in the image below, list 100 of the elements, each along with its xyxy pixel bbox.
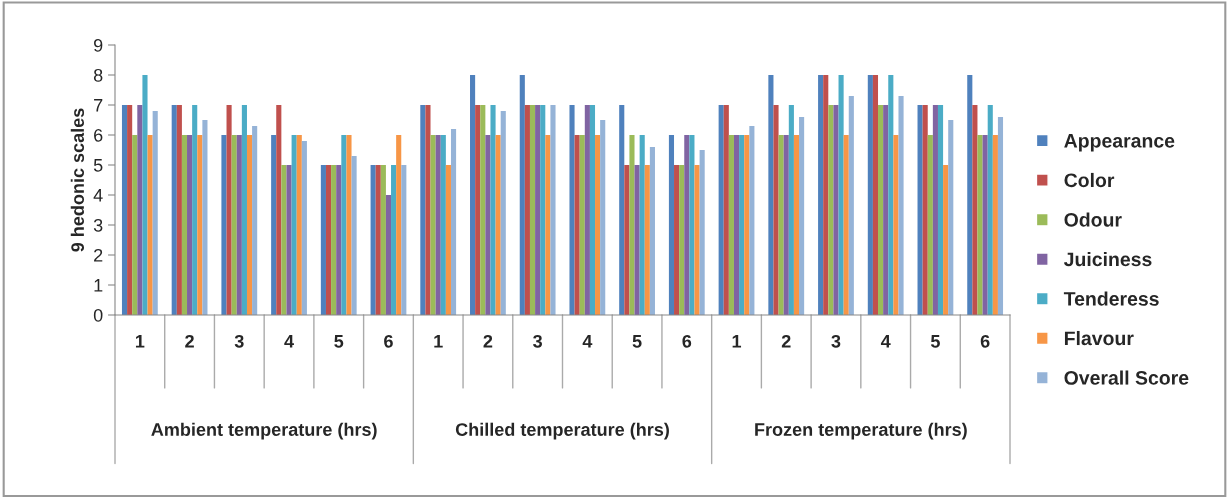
y-tick-label: 1 [94, 279, 103, 292]
bar [723, 105, 729, 315]
bar [475, 105, 481, 315]
bar [818, 75, 824, 315]
bar [202, 120, 208, 315]
bar [286, 165, 292, 315]
bar [325, 165, 332, 315]
bar [739, 135, 745, 315]
bar [883, 105, 889, 315]
bar [634, 165, 640, 315]
bar [728, 135, 734, 315]
bar [649, 147, 655, 315]
bar [291, 135, 297, 315]
bar [872, 75, 879, 315]
x-tick-label: 2 [781, 334, 791, 348]
x-tick-label: 4 [582, 335, 593, 348]
legend-label: Odour [1064, 212, 1122, 227]
bar [917, 105, 923, 315]
x-tick-label: 3 [533, 334, 543, 348]
bar [137, 105, 143, 315]
bar [341, 135, 347, 315]
bar [545, 135, 551, 315]
bar [848, 96, 854, 315]
bar [241, 105, 247, 315]
x-tick-label: 4 [880, 335, 891, 348]
bar [987, 105, 993, 315]
bar [574, 135, 580, 315]
legend-label: Overall Score [1064, 370, 1189, 385]
bar [132, 135, 138, 315]
bar [550, 105, 556, 315]
bar [142, 75, 148, 315]
y-tick-label: 6 [94, 128, 103, 142]
bar [733, 135, 740, 315]
bar [679, 165, 685, 315]
legend-label: Appearance [1064, 134, 1175, 152]
bar [171, 105, 177, 315]
bar [281, 165, 287, 315]
bar [823, 75, 829, 315]
bar [878, 105, 884, 315]
bar [181, 135, 188, 315]
bar [127, 105, 133, 315]
bar [495, 135, 501, 315]
bar [540, 105, 546, 315]
bar [425, 105, 431, 315]
bar [689, 135, 695, 315]
bar [644, 165, 650, 315]
bar [524, 105, 530, 315]
bar [927, 135, 933, 315]
x-tick-label: 3 [234, 334, 244, 348]
bar [470, 75, 476, 315]
bar [867, 75, 873, 315]
y-tick-label: 4 [93, 189, 103, 202]
legend-label: Tenderess [1063, 291, 1159, 306]
bar [783, 135, 789, 315]
bar [246, 135, 253, 315]
y-tick-label: 0 [93, 308, 103, 322]
bar [485, 135, 491, 315]
x-tick-label: 6 [682, 334, 692, 348]
bar [589, 105, 596, 315]
text: Frozen temperature (hrs) [755, 422, 967, 440]
bar [893, 135, 899, 315]
bar [301, 141, 307, 315]
bar [629, 135, 635, 315]
bar [385, 195, 392, 315]
bar [331, 165, 337, 315]
bar [271, 135, 277, 315]
bar [221, 135, 227, 315]
bar [674, 165, 680, 315]
y-tick-label: 7 [94, 99, 103, 112]
bar [584, 105, 590, 315]
bar [420, 105, 426, 315]
x-tick-label: 6 [980, 334, 990, 348]
x-tick-label: 1 [434, 335, 443, 348]
bar [569, 105, 575, 315]
bar [982, 135, 988, 315]
bar [833, 105, 839, 315]
bar [699, 150, 705, 315]
bar [336, 165, 342, 315]
bar [320, 165, 326, 315]
bar [121, 105, 128, 315]
bar [749, 126, 755, 315]
bar [380, 165, 386, 315]
bar [276, 105, 282, 315]
bar [401, 165, 407, 315]
bar [187, 135, 193, 315]
bar [192, 105, 198, 315]
bar [440, 135, 446, 315]
bar [375, 165, 381, 315]
bar [579, 135, 585, 315]
bar [668, 135, 675, 315]
bar [197, 135, 203, 315]
bar [450, 129, 457, 315]
bar [843, 135, 849, 315]
y-tick-label: 3 [93, 218, 103, 232]
bar [391, 165, 397, 315]
bar [619, 105, 625, 315]
bar [535, 105, 541, 315]
bar [490, 105, 496, 315]
bar [231, 135, 237, 315]
bar [943, 165, 949, 315]
